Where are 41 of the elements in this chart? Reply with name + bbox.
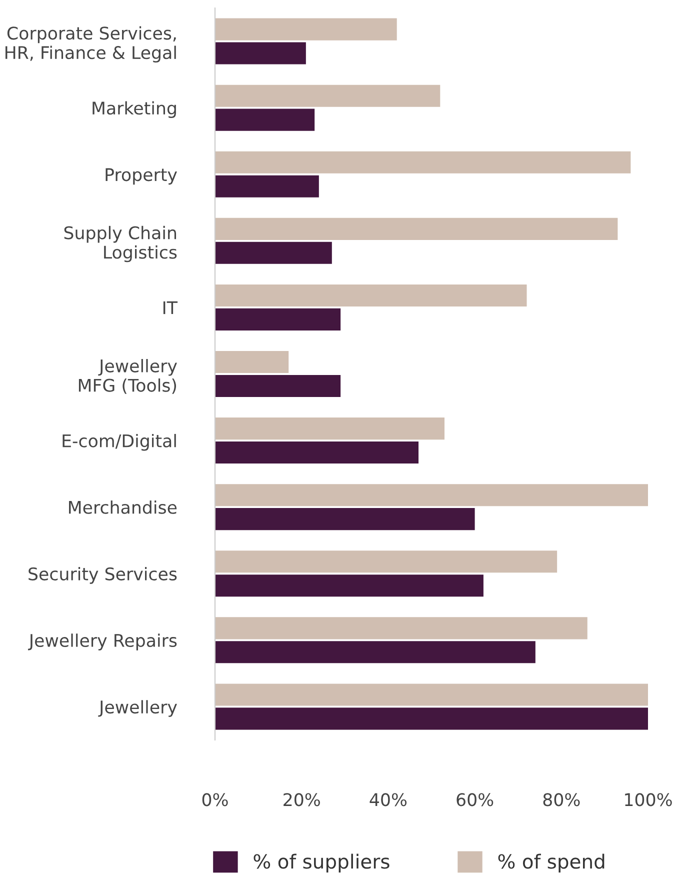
bar — [215, 284, 527, 306]
bar — [215, 484, 648, 506]
bar — [215, 175, 319, 198]
bar — [215, 574, 484, 597]
bar — [215, 550, 558, 573]
bar — [215, 374, 341, 397]
y-tick-label: Marketing — [92, 101, 176, 118]
y-tick-label: Merchandise — [69, 500, 177, 514]
x-tick-label: 60% — [456, 793, 494, 806]
y-tick-label: Security Services — [28, 567, 177, 584]
bar — [215, 42, 306, 64]
y-tick-label: Supply Chain Logistics — [64, 226, 177, 262]
bar — [215, 242, 332, 264]
x-tick-label: 20% — [284, 793, 320, 806]
y-tick-label: Jewellery MFG (Tools) — [78, 359, 177, 394]
bar — [215, 641, 536, 664]
x-tick-label: 100% — [625, 793, 672, 806]
bar — [215, 351, 289, 374]
bar — [215, 108, 315, 131]
legend-label: % of spend — [498, 854, 604, 873]
x-tick-label: 80% — [543, 793, 580, 806]
y-tick-label: Corporate Services, HR, Finance & Legal — [6, 26, 176, 63]
bar — [215, 308, 341, 330]
y-tick-label: Jewellery Repairs — [28, 634, 177, 650]
y-tick-label: E-com/Digital — [62, 434, 176, 451]
bar — [215, 418, 444, 440]
bar — [215, 617, 588, 640]
bar — [215, 508, 475, 530]
x-tick-label: 40% — [370, 793, 407, 806]
y-tick-label: IT — [163, 301, 178, 314]
legend-label: % of suppliers — [254, 854, 390, 873]
bar — [215, 442, 419, 464]
bar — [215, 684, 648, 706]
y-tick-label: Property — [106, 168, 177, 185]
bar — [215, 151, 631, 174]
x-tick-label: 0% — [202, 793, 228, 806]
bar — [215, 18, 397, 40]
bar — [215, 708, 648, 730]
bar — [215, 218, 618, 240]
y-tick-label: Jewellery — [98, 700, 177, 717]
bar — [215, 84, 440, 107]
